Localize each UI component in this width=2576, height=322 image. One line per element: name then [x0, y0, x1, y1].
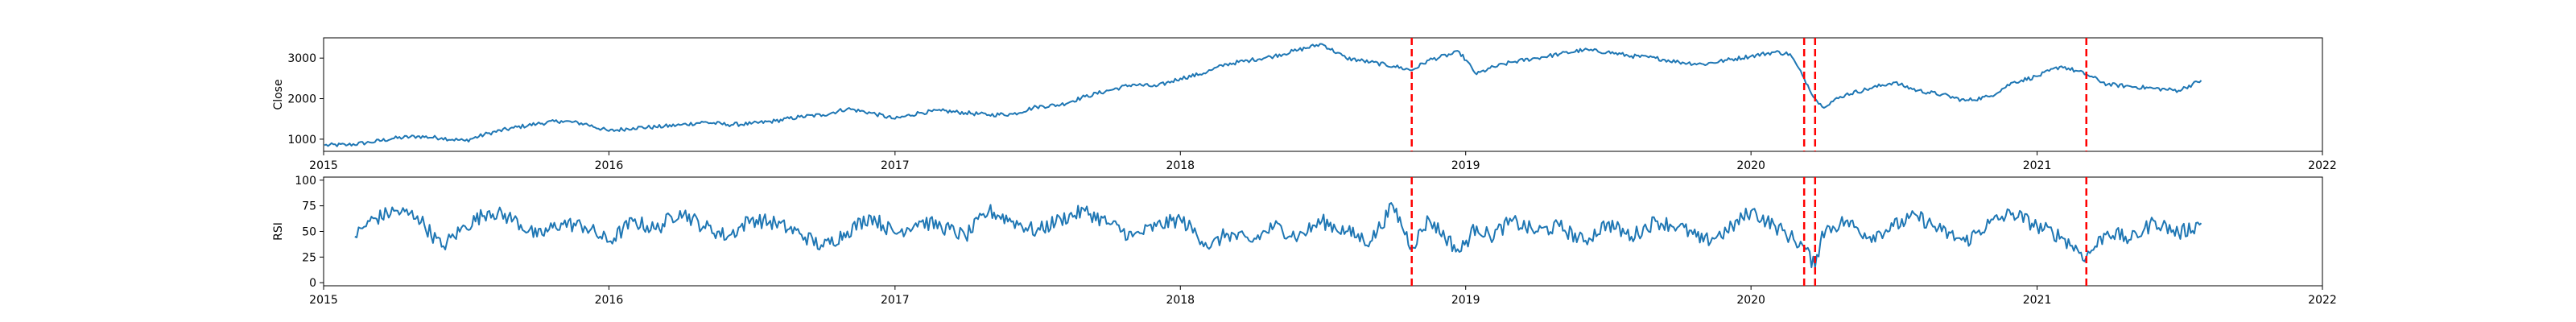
series-line — [354, 202, 2202, 269]
x-tick-label: 2021 — [2023, 294, 2052, 307]
y-tick-label: 2000 — [287, 93, 316, 106]
y-tick-label: 3000 — [287, 52, 316, 65]
x-tick-label: 2022 — [2308, 294, 2337, 307]
x-tick-label: 2015 — [309, 294, 338, 307]
y-tick-label: 1000 — [287, 134, 316, 147]
axes-frame — [323, 37, 2323, 152]
x-tick-label: 2016 — [595, 159, 624, 172]
x-tick-label: 2021 — [2023, 159, 2052, 172]
x-tick-label: 2020 — [1736, 159, 1765, 172]
x-tick-label: 2019 — [1451, 159, 1480, 172]
x-tick-label: 2018 — [1166, 294, 1195, 307]
x-tick-label: 2017 — [881, 294, 910, 307]
x-tick-label: 2015 — [309, 159, 338, 172]
x-tick-label: 2020 — [1736, 294, 1765, 307]
y-tick-label: 50 — [302, 226, 316, 239]
x-tick-label: 2016 — [595, 294, 624, 307]
y-tick-label: 75 — [302, 200, 316, 213]
series-line — [324, 43, 2202, 147]
y-tick-label: 100 — [295, 175, 316, 188]
y-tick-label: 0 — [309, 277, 316, 290]
y-tick-label: 25 — [302, 251, 316, 264]
axes-frame — [323, 176, 2323, 287]
y-axis-label: RSI — [272, 222, 285, 241]
y-axis-label: Close — [272, 79, 285, 109]
x-tick-label: 2017 — [881, 159, 910, 172]
x-tick-label: 2018 — [1166, 159, 1195, 172]
x-tick-label: 2022 — [2308, 159, 2337, 172]
x-tick-label: 2019 — [1451, 294, 1480, 307]
rsi-panel: 2015 2016 2017 2018 2019 2020 2021 2022 0 25 50 75 1… — [272, 175, 2337, 307]
close-price-panel: 2015 2016 2017 2018 2019 2020 2021 2022 1000 2000… — [272, 37, 2337, 172]
